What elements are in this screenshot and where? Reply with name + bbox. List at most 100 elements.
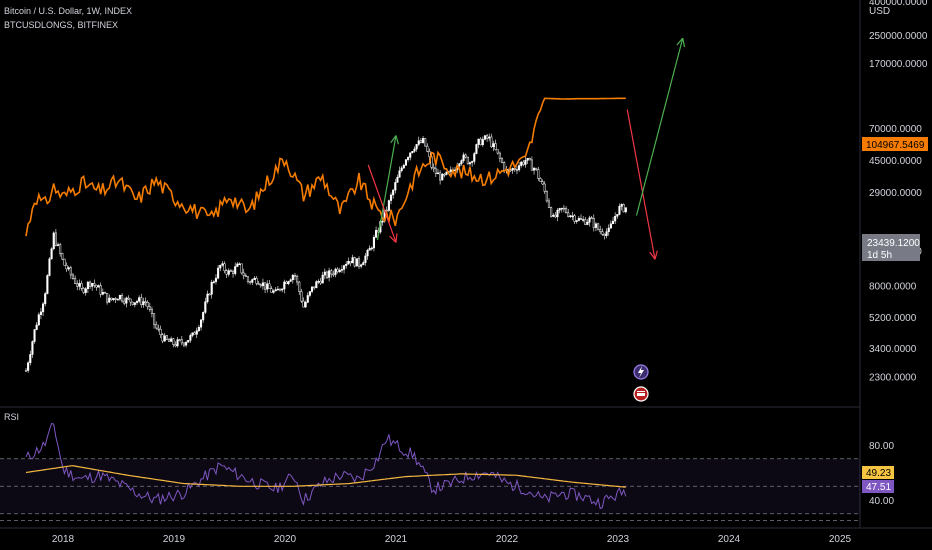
candle-183 [415,144,418,150]
candle-105 [249,281,252,283]
candle-137 [317,280,320,283]
candle-74 [182,342,186,346]
x-tick-5: 2023 [607,534,630,545]
candle-121 [283,281,286,290]
candle-261 [582,219,585,221]
candle-164 [375,230,378,238]
candle-102 [242,272,245,276]
candle-146 [336,268,339,273]
candle-19 [65,264,68,270]
x-tick-4: 2022 [496,534,519,545]
candle-59 [150,309,153,314]
trend-arrows [367,37,686,260]
candle-42 [114,298,117,300]
candle-265 [590,217,593,220]
candle-15 [56,244,60,246]
candle-37 [103,291,107,294]
candle-211 [475,144,478,154]
candle-28 [84,288,87,293]
candle-250 [558,208,561,211]
price-value-badge: 23439.1200 1d 5h [862,234,920,261]
candle-182 [413,148,416,152]
candle-11 [48,258,51,276]
x-tick-0: 2018 [52,534,75,545]
candle-117 [274,289,277,292]
y-tick-5: 45000.0000 [869,156,922,167]
candle-255 [569,215,572,218]
candle-93 [223,263,226,271]
candle-176 [400,167,403,172]
candle-104 [246,276,250,282]
candle-275 [611,220,615,225]
candle-0 [24,370,28,372]
candle-157 [360,264,363,267]
candle-187 [424,138,427,147]
flag-icon[interactable] [633,386,649,402]
candle-209 [471,161,474,163]
candle-136 [315,281,318,289]
candle-257 [573,215,576,222]
arrow-1 [367,164,397,243]
candle-175 [398,170,401,178]
candle-130 [302,300,305,308]
candle-126 [293,274,297,277]
candle-22 [71,274,75,279]
y-tick-2: 250000.0000 [869,31,928,42]
candle-193 [436,172,440,175]
candle-192 [434,168,437,174]
candle-32 [93,282,96,286]
candle-191 [432,166,435,170]
candle-123 [287,281,290,285]
candle-84 [204,301,207,313]
candle-30 [88,281,92,287]
candle-148 [340,269,343,271]
candle-197 [445,171,448,175]
candle-82 [199,319,203,328]
candle-274 [609,223,612,229]
candle-119 [278,288,282,291]
candle-106 [251,279,254,283]
candle-50 [131,301,134,305]
candle-240 [537,169,540,179]
candle-206 [464,154,467,158]
price-candles [24,133,627,373]
candle-263 [586,221,589,225]
candle-138 [319,280,322,284]
candle-231 [518,165,521,171]
candle-52 [135,301,139,303]
candle-172 [392,189,395,196]
candle-269 [599,229,602,232]
candle-86 [208,293,211,296]
candle-100 [238,263,241,266]
candle-66 [165,335,168,340]
candle-114 [268,283,271,290]
y-tick-8: 8000.0000 [869,282,917,293]
candle-64 [161,334,164,342]
candle-99 [236,263,239,267]
candle-94 [225,270,228,275]
candle-203 [458,163,461,167]
lightning-icon[interactable] [633,364,649,380]
candle-10 [46,275,49,294]
candle-259 [577,218,580,221]
candle-55 [142,301,145,306]
candle-219 [492,143,495,148]
candle-120 [281,288,284,291]
candle-31 [91,282,94,287]
candle-133 [308,291,311,296]
candle-242 [541,181,544,185]
candle-262 [584,219,587,225]
candle-161 [368,248,371,251]
candle-57 [146,302,149,307]
candle-223 [500,158,504,163]
candle-233 [522,161,525,165]
candle-185 [419,140,422,143]
candle-278 [618,206,621,215]
candle-144 [332,273,335,276]
candle-107 [253,277,256,280]
candle-118 [276,288,279,291]
candle-24 [76,283,79,287]
candle-272 [605,231,608,236]
chart-title: Bitcoin / U.S. Dollar, 1W, INDEX [4,6,133,16]
candle-170 [387,200,390,211]
